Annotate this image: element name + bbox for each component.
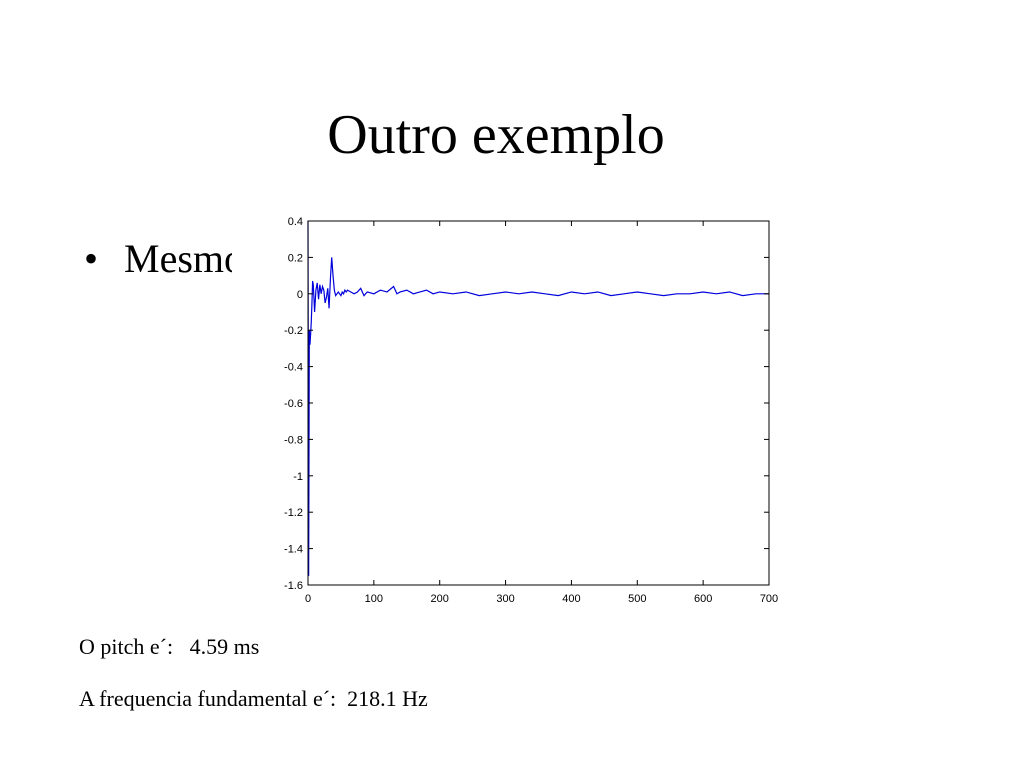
y-tick-label: -1.2 <box>284 507 303 519</box>
y-tick-label: -1.4 <box>284 544 303 556</box>
y-tick-label: -0.6 <box>284 398 303 410</box>
bullet-text: Mesmo <box>124 236 244 281</box>
y-tick-label: -0.4 <box>284 362 303 374</box>
x-tick-label: 200 <box>431 593 449 605</box>
x-tick-label: 100 <box>365 593 383 605</box>
y-tick-label: 0.2 <box>288 252 303 264</box>
bullet-item: • Mesmo <box>84 233 244 285</box>
bullet-marker: • <box>84 236 99 281</box>
y-tick-label: -1 <box>293 471 303 483</box>
y-tick-label: -0.8 <box>284 434 303 446</box>
slide-title: Outro exemplo <box>327 104 665 166</box>
y-tick-label: -1.6 <box>284 580 303 592</box>
frequency-result: A frequencia fundamental e´: 218.1 Hz <box>79 685 428 713</box>
chart-figure: 0 100 200 300 400 500 600 700 0.4 0.2 0 -0.2 -0.4 -0.… <box>232 208 792 613</box>
x-tick-label: 300 <box>496 593 514 605</box>
x-tick-label: 600 <box>694 593 712 605</box>
series-line-0 <box>307 220 769 576</box>
x-tick-label: 0 <box>305 593 311 605</box>
x-tick-label: 500 <box>628 593 646 605</box>
pitch-result: O pitch e´: 4.59 ms <box>79 633 259 661</box>
y-tick-label: 0 <box>297 289 303 301</box>
y-tick-label: 0.4 <box>288 216 303 228</box>
plot-frame <box>307 220 770 586</box>
y-tick-label: -0.2 <box>284 325 303 337</box>
pitch-value: 4.59 ms <box>189 634 260 659</box>
x-tick-label: 700 <box>760 593 778 605</box>
x-tick-label: 400 <box>562 593 580 605</box>
frequency-value: 218.1 Hz <box>347 686 428 711</box>
frequency-label: A frequencia fundamental e´: <box>79 686 337 711</box>
pitch-label: O pitch e´: <box>79 634 174 659</box>
chart-svg: 0 100 200 300 400 500 600 700 0.4 0.2 0 -0.2 -0.4 -0.… <box>284 216 778 605</box>
